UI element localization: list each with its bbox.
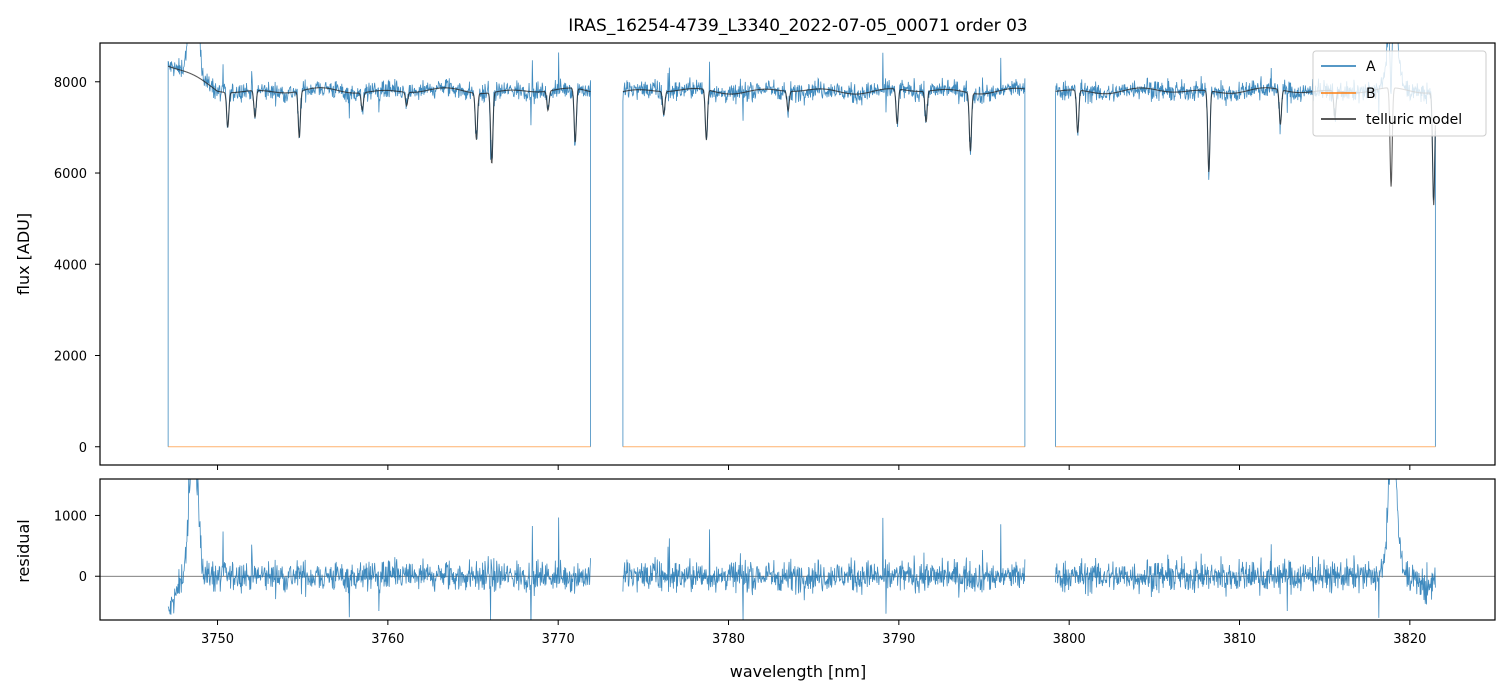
legend-frame xyxy=(1312,50,1487,137)
flux-axes-frame xyxy=(99,42,1496,466)
residual-line xyxy=(1055,479,1436,618)
legend-entry-a: A xyxy=(1366,59,1376,75)
residual-y-ticks: 0 1000 xyxy=(54,509,100,585)
residual-x-ticks: 3750 3760 3770 3780 3790 3800 3810 3820 xyxy=(201,620,1426,647)
legend: A B telluric model xyxy=(1312,50,1487,137)
flux-y-ticks: 0 2000 4000 6000 8000 xyxy=(54,76,100,456)
legend-entry-telluric: telluric model xyxy=(1366,112,1462,128)
y-tick-label: 1000 xyxy=(54,509,87,524)
chart-title: IRAS_16254-4739_L3340_2022-07-05_00071 o… xyxy=(568,16,1027,36)
telluric-model-line xyxy=(167,65,591,164)
x-axis-label: wavelength [nm] xyxy=(730,662,867,681)
x-tick-label: 3820 xyxy=(1393,632,1426,647)
series-a-line xyxy=(622,52,1026,447)
y-tick-label: 8000 xyxy=(54,76,87,91)
x-tick-label: 3780 xyxy=(712,632,745,647)
residual-axes-frame xyxy=(99,478,1496,621)
x-tick-label: 3800 xyxy=(1053,632,1086,647)
y-axis-label-flux: flux [ADU] xyxy=(14,213,33,295)
telluric-model-line xyxy=(622,87,1025,152)
residual-plot-area xyxy=(100,479,1495,620)
x-tick-label: 3750 xyxy=(201,632,234,647)
x-tick-label: 3790 xyxy=(882,632,915,647)
y-tick-label: 0 xyxy=(79,441,87,456)
y-tick-label: 6000 xyxy=(54,167,87,182)
x-tick-label: 3760 xyxy=(371,632,404,647)
y-tick-label: 4000 xyxy=(54,258,87,273)
x-tick-label: 3770 xyxy=(542,632,575,647)
flux-plot-area xyxy=(167,43,1436,448)
x-tick-label: 3810 xyxy=(1223,632,1256,647)
residual-line xyxy=(167,479,591,620)
flux-x-ticks xyxy=(217,465,1411,470)
residual-line xyxy=(622,517,1026,620)
y-tick-label: 0 xyxy=(79,570,87,585)
legend-entry-b: B xyxy=(1366,86,1376,102)
y-axis-label-residual: residual xyxy=(14,519,33,582)
series-a-line xyxy=(167,43,591,447)
y-tick-label: 2000 xyxy=(54,350,87,365)
